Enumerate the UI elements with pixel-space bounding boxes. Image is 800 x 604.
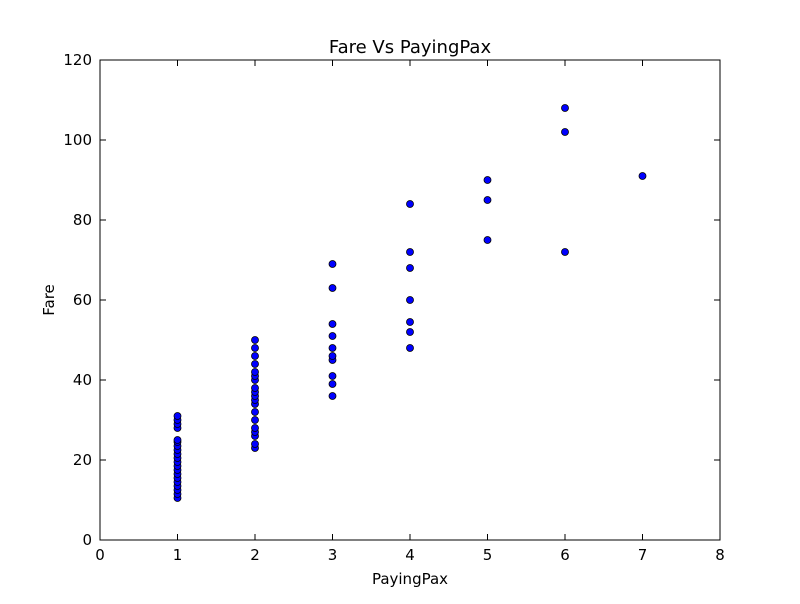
data-point [173, 412, 182, 420]
x-tick-label: 0 [95, 546, 105, 564]
x-tick-label: 4 [405, 546, 415, 564]
data-point [328, 260, 337, 268]
y-axis-label: Fare [40, 284, 58, 316]
data-point [483, 196, 492, 204]
data-point [483, 236, 492, 244]
data-point [251, 352, 259, 360]
data-point [406, 328, 414, 336]
data-point [251, 368, 259, 376]
data-point [328, 284, 337, 292]
data-point [406, 344, 414, 352]
x-tick-label: 1 [173, 546, 183, 564]
data-point [406, 200, 414, 208]
data-point [328, 380, 337, 388]
x-tick-label: 2 [250, 546, 260, 564]
data-point [251, 440, 259, 448]
y-tick-label: 20 [73, 451, 92, 469]
y-tick-label: 120 [63, 51, 92, 69]
data-point [561, 104, 569, 112]
data-point [251, 424, 259, 432]
data-point [328, 392, 337, 400]
y-tick-label: 40 [73, 371, 92, 389]
data-point [328, 344, 337, 352]
data-point [483, 176, 492, 184]
data-point [406, 264, 414, 272]
data-point [251, 344, 259, 352]
data-point [251, 336, 259, 344]
plot-area [173, 104, 647, 502]
data-point [328, 352, 337, 360]
data-point [561, 248, 569, 256]
y-tick-label: 0 [82, 531, 92, 549]
data-point [173, 436, 182, 444]
x-axis-label: PayingPax [372, 570, 448, 588]
data-point [406, 318, 414, 326]
data-point [406, 296, 414, 304]
y-tick-label: 60 [73, 291, 92, 309]
x-tick-label: 3 [328, 546, 338, 564]
data-point [561, 128, 569, 136]
x-tick-label: 5 [483, 546, 493, 564]
data-point [251, 408, 259, 416]
x-tick-label: 7 [638, 546, 648, 564]
x-tick-label: 6 [560, 546, 570, 564]
y-tick-label: 100 [63, 131, 92, 149]
y-tick-label: 80 [73, 211, 92, 229]
data-point [328, 372, 337, 380]
data-point [251, 384, 259, 392]
chart-title: Fare Vs PayingPax [329, 37, 492, 58]
x-tick-label: 8 [715, 546, 725, 564]
data-point [406, 248, 414, 256]
data-point [638, 172, 647, 180]
data-point [328, 332, 337, 340]
data-point [251, 416, 259, 424]
data-point [328, 320, 337, 328]
data-point [251, 360, 259, 368]
